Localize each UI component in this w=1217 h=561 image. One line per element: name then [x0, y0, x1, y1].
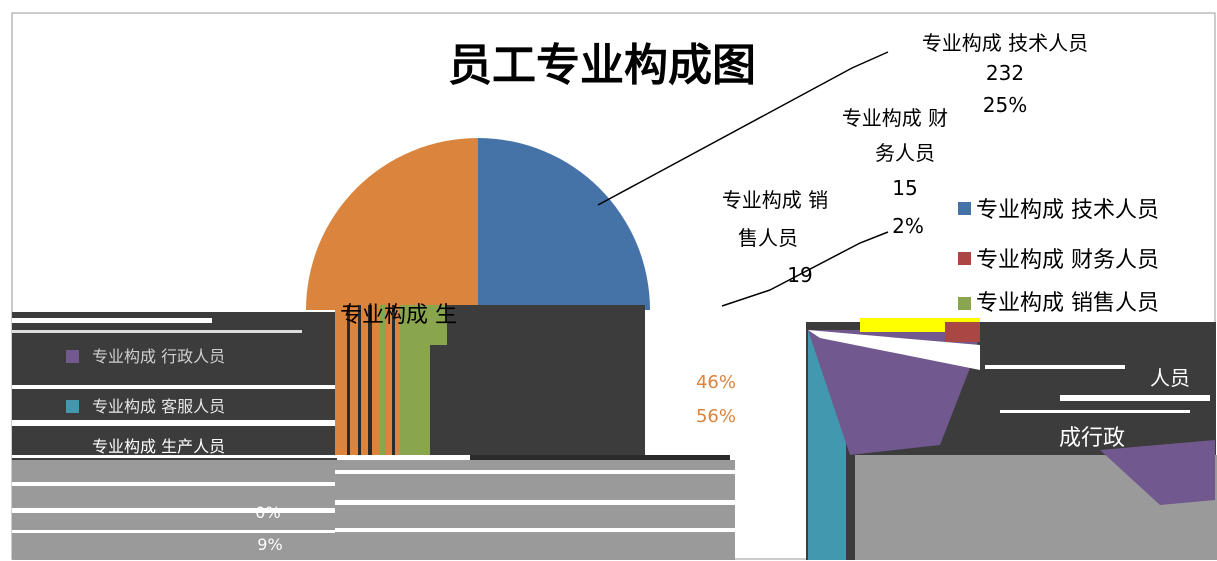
legend-label-admin: 专业构成 行政人员: [92, 347, 225, 366]
data-label-finance-name-1: 专业构成 财: [842, 106, 948, 130]
pie: [306, 138, 650, 310]
legend-swatch-service: [66, 400, 79, 413]
legend-swatch-admin: [66, 350, 79, 363]
leader-line-tech: [597, 51, 889, 206]
fragment-label-production: 产人员: [664, 336, 736, 364]
pie-slice-tech[interactable]: [478, 138, 650, 310]
leader-line-finance: [769, 231, 889, 291]
rendering-glitch: [12, 305, 1217, 560]
data-label-sales-name-1: 专业构成 销: [722, 188, 828, 212]
data-label-tech-name: 专业构成 技术人员: [922, 31, 1088, 55]
fragment-value-stray: 46%: [696, 372, 736, 393]
legend-label-service: 专业构成 客服人员: [92, 397, 225, 416]
data-label-finance-percent: 2%: [892, 214, 924, 238]
pie-slice-production[interactable]: [306, 138, 478, 310]
legend-swatch-tech: [958, 202, 971, 215]
legend-swatch-sales: [958, 297, 971, 310]
data-label-production-percent: 56%: [696, 406, 736, 427]
data-label-sales-value: 19: [787, 263, 812, 287]
data-label-finance-value: 15: [892, 176, 917, 200]
fragment-label-admin: 成行政: [1059, 426, 1125, 451]
legend: 专业构成 技术人员 专业构成 财务人员 专业构成 销售人员: [958, 198, 1159, 316]
data-label-sales-name-2: 售人员: [738, 226, 798, 250]
legend-label-finance: 专业构成 财务人员: [976, 248, 1159, 273]
legend-label-sales: 专业构成 销售人员: [976, 291, 1159, 316]
data-label-tech-percent: 25%: [983, 93, 1027, 117]
fragment-label-left: 专业构成 生: [340, 303, 457, 328]
data-label-service-percent: 9%: [257, 535, 282, 554]
legend-swatch-finance: [958, 252, 971, 265]
fragment-label-suffix: 人员: [1150, 366, 1190, 390]
data-label-finance-name-2: 务人员: [875, 141, 935, 165]
fragment-percent-0: 0%: [255, 503, 280, 522]
data-label-tech-value: 232: [986, 61, 1024, 85]
legend-label-tech: 专业构成 技术人员: [976, 198, 1159, 223]
legend-label-production: 专业构成 生产人员: [92, 437, 225, 456]
chart-title: 员工专业构成图: [448, 40, 756, 91]
leader-line-sales: [721, 289, 771, 307]
